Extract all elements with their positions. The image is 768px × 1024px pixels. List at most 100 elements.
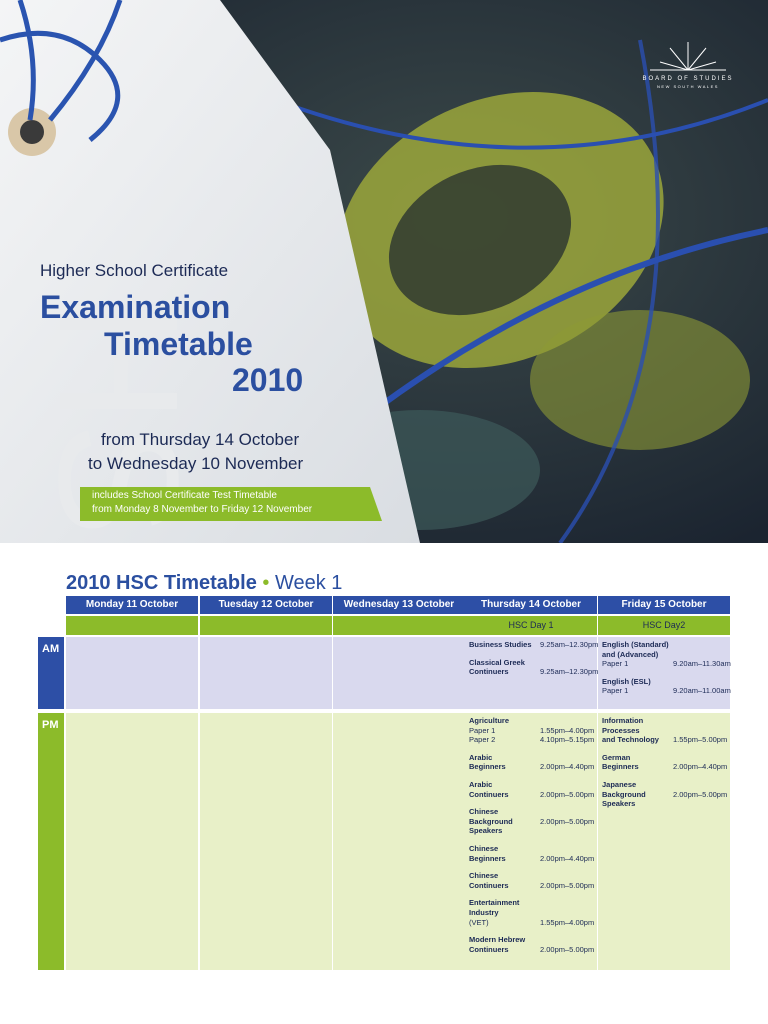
cell — [66, 713, 198, 970]
entry-line: Japanese — [602, 780, 726, 790]
logo-line: BOARD OF STUDIES — [642, 76, 733, 82]
entry-line: Information Processes — [602, 716, 726, 735]
time: 2.00pm–4.40pm — [540, 853, 595, 863]
subject: Industry — [469, 907, 499, 917]
time: 1.55pm–5.00pm — [673, 735, 728, 745]
title-line: Timetable — [104, 326, 253, 362]
title-line: 2010 — [232, 362, 304, 398]
time: 2.00pm–5.00pm — [673, 789, 728, 799]
entry-line: Chinese — [469, 844, 593, 854]
cell: Agriculture Paper 1 1.55pm–4.00pm Paper 2 4.… — [465, 713, 597, 970]
subject: and Technology — [602, 735, 659, 745]
paper-line: Paper 1 1.55pm–4.00pm — [469, 725, 594, 736]
subject: and (Advanced) — [602, 649, 659, 659]
date-line: from Thursday 14 October — [101, 430, 300, 449]
entry-line: Industry — [469, 908, 593, 918]
entry-line: Continuers 2.00pm–5.00pm — [469, 944, 595, 955]
title: 2010 HSC Timetable — [66, 572, 257, 594]
exam-entry: Chinese Beginners 2.00pm–4.40pm — [469, 844, 595, 863]
subject: Information Processes — [602, 716, 644, 735]
subject: Beginners — [469, 853, 506, 863]
separator: • — [262, 572, 270, 594]
exam-entry: Arabic Beginners 2.00pm–4.40pm — [469, 753, 594, 772]
entry-line: Chinese — [469, 807, 593, 817]
cell — [66, 637, 198, 709]
banner-line: from Monday 8 November to Friday 12 Nove… — [92, 504, 313, 515]
entry-line: English (ESL) — [602, 677, 726, 687]
column-header: Tuesday 12 October — [200, 596, 332, 614]
day-label — [333, 616, 465, 635]
subject: Continuers — [469, 789, 509, 799]
subject: Chinese — [469, 871, 499, 881]
logo-line: NEW SOUTH WALES — [657, 84, 719, 89]
exam-entry: Arabic Continuers 2.00pm–5.00pm — [469, 779, 594, 800]
week: Week 1 — [274, 572, 343, 594]
day-label: HSC Day 1 — [465, 616, 597, 635]
subject: Arabic — [469, 752, 493, 762]
subject: Beginners — [602, 762, 639, 772]
time: 9.20am–11.30am — [673, 659, 731, 669]
entry-line: German — [602, 753, 726, 763]
paper: Paper 2 — [469, 735, 496, 745]
subject: Classical Greek — [469, 657, 525, 667]
subject: Chinese — [469, 843, 499, 853]
subject: Chinese — [469, 807, 499, 817]
entry-line: Classical Greek — [469, 658, 593, 668]
entry-line: Continuers 2.00pm–5.00pm — [469, 789, 594, 800]
paper-line: Paper 2 4.10pm–5.15pm — [469, 735, 594, 745]
date-line: to Wednesday 10 November — [88, 454, 304, 473]
subject: Japanese — [602, 779, 637, 789]
entry-line: Beginners 2.00pm–4.40pm — [602, 762, 727, 772]
subject: Entertainment — [469, 898, 520, 908]
subject: Beginners — [469, 762, 506, 772]
time: 2.00pm–5.00pm — [540, 944, 595, 954]
exam-entry: Modern Hebrew Continuers 2.00pm–5.00pm — [469, 935, 595, 955]
entry-line: Chinese — [469, 871, 593, 881]
entry-line: Background Speakers 2.00pm–5.00pm — [469, 817, 594, 836]
heading: Higher School Certificate — [40, 261, 229, 280]
cell: Information Processes and Technology 1.55p… — [598, 713, 730, 970]
paper: (VET) — [469, 917, 489, 927]
day-label — [66, 616, 198, 635]
exam-entry: English (ESL) Paper 1 9.20am–11.00am — [602, 677, 731, 696]
banner-line: includes School Certificate Test Timetab… — [92, 490, 277, 501]
cell: Business Studies 9.25am–12.30pm Classical … — [465, 637, 599, 709]
paper: Paper 1 — [469, 725, 496, 735]
entry-line: Modern Hebrew — [469, 935, 593, 945]
entry-line: Background Speakers 2.00pm–5.00pm — [602, 789, 728, 809]
subject: Continuers — [469, 667, 509, 677]
entry-line: Entertainment — [469, 898, 593, 908]
subject: Modern Hebrew — [469, 935, 526, 945]
time: 2.00pm–5.00pm — [540, 880, 595, 890]
subject: Background Speakers — [602, 789, 646, 809]
cell — [200, 637, 332, 709]
entry-line: and Technology 1.55pm–5.00pm — [602, 735, 728, 745]
cell — [333, 637, 465, 709]
paper: Paper 1 — [602, 659, 629, 669]
paper-line: Paper 1 9.20am–11.00am — [602, 686, 731, 696]
subject: Agriculture — [469, 716, 510, 725]
exam-entry: English (Standard) and (Advanced) Paper 1 9… — [602, 640, 731, 669]
time: 9.20am–11.00am — [673, 686, 731, 696]
cover-art: HSC BOARD OF STUDIES NEW SOUTH WALES — [0, 0, 768, 543]
title-line: Examination — [40, 289, 231, 325]
subject: English (ESL) — [602, 676, 651, 686]
exam-entry: Chinese Continuers 2.00pm–5.00pm — [469, 871, 595, 890]
time: 9.25am–12.30pm — [540, 667, 599, 677]
session-label: AM — [38, 637, 64, 709]
exam-entry: Agriculture Paper 1 1.55pm–4.00pm Paper 2 4.… — [469, 716, 594, 745]
entry-line: Arabic — [469, 753, 593, 763]
entry-line: Agriculture — [469, 716, 593, 726]
paper-line: Paper 1 9.20am–11.30am — [602, 659, 731, 669]
subject: Arabic — [469, 779, 493, 789]
entry-line: English (Standard) — [602, 640, 726, 650]
entry-line: and (Advanced) — [602, 650, 726, 660]
entry-line: Business Studies 9.25am–12.30pm — [469, 640, 598, 650]
subject: English (Standard) — [602, 640, 669, 649]
column-header: Thursday 14 October — [465, 596, 597, 614]
exam-entry: Entertainment Industry (VET) 1.55pm–4.00pm — [469, 898, 594, 927]
exam-entry: German Beginners 2.00pm–4.40pm — [602, 753, 727, 772]
day-label — [200, 616, 332, 635]
